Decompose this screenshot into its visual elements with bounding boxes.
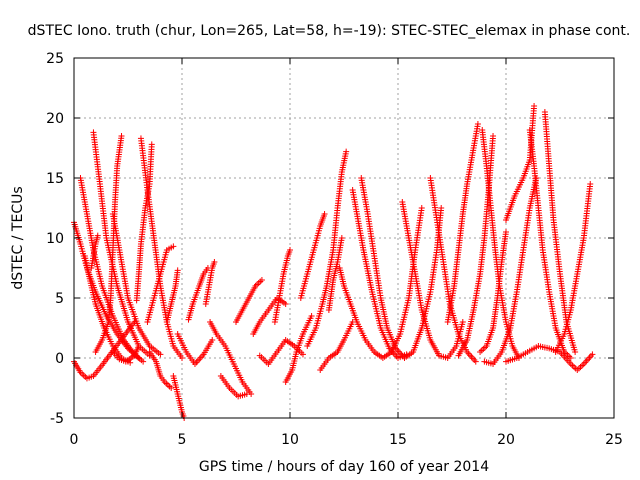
data-arc (233, 277, 265, 325)
data-arc (317, 319, 356, 373)
data-arc (88, 232, 101, 271)
y-tick-label: 5 (55, 291, 64, 307)
x-tick-label: 25 (605, 432, 623, 448)
data-point (338, 235, 345, 241)
data-point (135, 343, 142, 349)
data-point (572, 349, 579, 355)
data-arc (146, 349, 175, 391)
y-tick-label: -5 (50, 411, 64, 427)
data-point (258, 277, 265, 283)
y-tick-label: 20 (46, 111, 64, 127)
data-arc (297, 211, 328, 301)
data-arc (541, 109, 579, 355)
data-point (174, 267, 181, 274)
data-arc (427, 175, 479, 365)
data-point (567, 355, 574, 361)
data-point (140, 358, 147, 365)
data-point (148, 141, 155, 148)
data-arc (170, 373, 188, 421)
data-arc (217, 373, 250, 400)
data-arc (109, 211, 164, 358)
y-tick-label: 10 (46, 231, 64, 247)
data-arc (477, 229, 509, 355)
data-arc (325, 235, 345, 313)
x-tick-label: 5 (178, 432, 187, 448)
data-point (170, 243, 177, 250)
data-arc (163, 267, 181, 325)
data-point (438, 205, 445, 211)
data-arc (552, 181, 594, 355)
data-arc (92, 133, 125, 355)
data-arc (144, 243, 177, 325)
data-point (321, 211, 328, 217)
data-arc (185, 265, 211, 323)
data-arc (137, 135, 185, 361)
data-arc (250, 295, 289, 337)
data-point (343, 148, 350, 155)
data-arc (481, 175, 540, 367)
y-tick-label: 0 (55, 351, 64, 367)
data-arc (133, 141, 155, 304)
data-arc (207, 319, 255, 397)
data-arc (455, 133, 497, 359)
data-arc (444, 121, 481, 325)
data-arc (271, 247, 293, 325)
data-arc (503, 343, 596, 373)
x-tick-label: 15 (389, 432, 407, 448)
data-point (157, 351, 164, 358)
data-point (299, 351, 306, 358)
data-point (587, 181, 594, 187)
x-tick-label: 10 (281, 432, 299, 448)
data-points (71, 103, 596, 421)
data-point (179, 355, 185, 361)
y-tick-label: 15 (46, 171, 64, 187)
x-tick-label: 20 (497, 432, 515, 448)
y-tick-label: 25 (46, 51, 64, 67)
y-axis: -5 0 5 10 15 20 25 (46, 51, 614, 427)
data-point (531, 103, 538, 109)
data-arc (479, 127, 522, 361)
data-arc (202, 259, 218, 307)
data-arc (304, 148, 350, 349)
data-point (282, 301, 289, 307)
data-point (503, 229, 509, 235)
data-point (418, 205, 425, 211)
data-arc (526, 127, 574, 361)
data-point (287, 247, 293, 253)
data-point (490, 133, 497, 139)
data-point (472, 358, 479, 365)
data-point (118, 133, 125, 139)
data-point (168, 385, 175, 391)
x-axis-label: GPS time / hours of day 160 of year 2014 (199, 459, 489, 475)
data-point (211, 259, 218, 265)
x-tick-label: 0 (70, 432, 79, 448)
data-point (209, 337, 216, 343)
data-arc (503, 103, 538, 223)
y-axis-label: dSTEC / TECUs (10, 186, 26, 289)
data-point (308, 313, 315, 319)
data-point (94, 232, 101, 239)
data-arc (174, 331, 216, 367)
data-point (589, 351, 596, 358)
chart-title: dSTEC Iono. truth (chur, Lon=265, Lat=58… (28, 23, 631, 39)
data-point (459, 319, 466, 325)
x-axis: 0 5 10 15 20 25 (70, 58, 623, 448)
data-point (243, 391, 250, 397)
data-arc (282, 313, 315, 385)
data-point (474, 121, 481, 127)
data-arc (109, 343, 142, 365)
